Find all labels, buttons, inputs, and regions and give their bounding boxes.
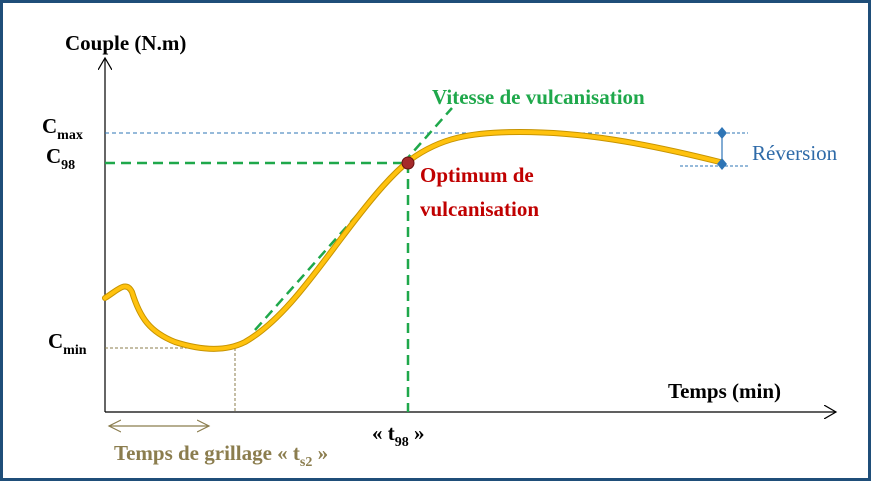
optimum-label: Optimum de <box>420 163 534 187</box>
subscript: 98 <box>61 158 75 173</box>
symbol: C <box>46 144 61 168</box>
reversion-diamond <box>717 158 727 170</box>
optimum-point <box>401 156 415 170</box>
c98-label: C98 <box>46 144 75 173</box>
text: » <box>312 441 328 465</box>
subscript: s2 <box>300 455 312 470</box>
text: Temps de grillage « t <box>114 441 300 465</box>
text: » <box>409 421 425 445</box>
subscript: 98 <box>395 435 409 450</box>
symbol: C <box>42 114 57 138</box>
scorch-label: Temps de grillage « ts2 » <box>114 441 328 470</box>
reversion-diamond <box>717 127 727 139</box>
x-axis-label: Temps (min) <box>668 379 781 403</box>
tangent-label: Vitesse de vulcanisation <box>432 85 645 109</box>
t98-label: « t98 » <box>372 421 425 450</box>
y-axis-label: Couple (N.m) <box>65 31 186 55</box>
subscript: min <box>63 343 87 358</box>
reversion-label: Réversion <box>752 141 838 165</box>
symbol: C <box>48 329 63 353</box>
cmax-label: Cmax <box>42 114 83 143</box>
subscript: max <box>57 128 83 143</box>
rheometer-curve <box>103 129 722 351</box>
cmin-label: Cmin <box>48 329 87 358</box>
text: « t <box>372 421 395 445</box>
optimum-label: vulcanisation <box>420 197 539 221</box>
